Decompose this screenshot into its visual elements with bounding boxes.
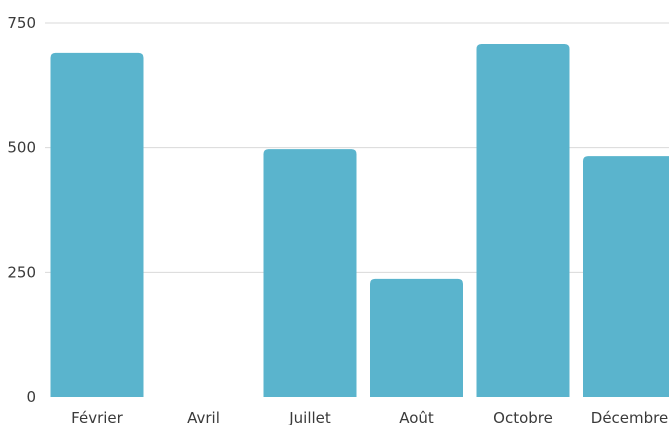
y-axis-ticks: 0 250 500 750 bbox=[7, 14, 36, 406]
x-category-label: Juillet bbox=[288, 409, 331, 425]
y-tick-label: 250 bbox=[7, 263, 36, 281]
bar-3 bbox=[370, 278, 463, 397]
y-tick-label: 0 bbox=[26, 388, 36, 406]
x-category-label: Février bbox=[71, 409, 123, 425]
x-category-label: Décembre bbox=[591, 409, 668, 425]
bar-4 bbox=[476, 43, 570, 397]
x-category-label: Avril bbox=[187, 409, 220, 425]
x-axis-labels: Février Avril Juillet Août Octobre Décembre bbox=[71, 409, 668, 425]
y-tick-label: 750 bbox=[7, 14, 36, 32]
bar-2 bbox=[263, 149, 357, 397]
bar-0 bbox=[50, 52, 144, 398]
y-tick-label: 500 bbox=[7, 139, 36, 157]
bars bbox=[50, 43, 669, 398]
x-category-label: Août bbox=[399, 409, 434, 425]
bar-5 bbox=[583, 156, 669, 397]
x-category-label: Octobre bbox=[493, 409, 553, 425]
